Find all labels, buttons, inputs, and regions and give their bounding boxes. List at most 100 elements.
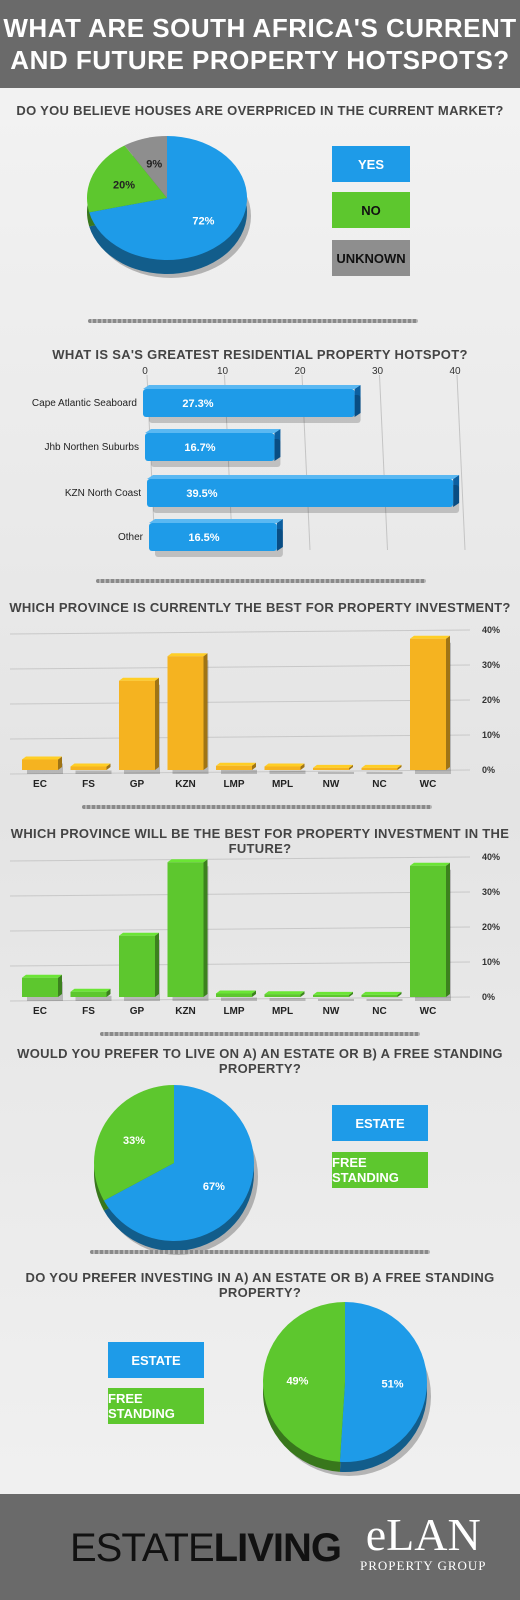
- category-label: KZN: [175, 1006, 196, 1017]
- x-tick-label: 40: [449, 366, 461, 377]
- bar-shadow: [318, 998, 354, 1001]
- bar-side-face: [58, 974, 62, 997]
- bar-shadow: [269, 770, 306, 774]
- chart4-title: WHICH PROVINCE WILL BE THE BEST FOR PROP…: [10, 826, 510, 856]
- bar-side-face: [106, 988, 111, 997]
- category-label: KZN: [175, 779, 196, 790]
- bar-top-face: [216, 990, 256, 994]
- bar-end-face: [354, 385, 361, 417]
- y-tick-label: 10%: [482, 730, 500, 740]
- x-tick-label: 0: [142, 366, 148, 377]
- pie-slice-label: 49%: [286, 1376, 308, 1388]
- bar-top-face: [313, 991, 353, 995]
- bar-nw: [313, 994, 349, 997]
- y-tick-label: 0%: [482, 992, 495, 1002]
- pie-slice-label: 67%: [203, 1181, 225, 1193]
- bar-cape-atlantic-seaboard: [143, 389, 355, 417]
- bar-mpl: [264, 994, 301, 997]
- pie-chart-live-preference: 67% 33%: [94, 1085, 258, 1255]
- category-label: Jhb Northen Suburbs: [44, 442, 139, 453]
- bar-side-face: [397, 991, 402, 997]
- y-tick-label: 40%: [482, 625, 500, 635]
- bar-jhb-northen-suburbs: [145, 433, 275, 461]
- bar-side-face: [252, 762, 256, 770]
- pie-slice-unknown: [124, 136, 167, 198]
- bar-side-face: [155, 932, 159, 997]
- bar-value-label: 39.5%: [186, 488, 217, 500]
- bar-side-face: [446, 862, 450, 997]
- bar-fs: [70, 991, 107, 997]
- bar-side-face: [58, 756, 62, 770]
- legend-no-label: NO: [361, 202, 381, 218]
- category-label: NC: [372, 1006, 386, 1017]
- header-title-line2: AND FUTURE PROPERTY HOTSPOTS?: [10, 45, 510, 75]
- bar-side-face: [397, 764, 402, 770]
- bar-top-face: [313, 764, 353, 768]
- category-label: NW: [323, 779, 340, 790]
- bar-side-face: [203, 653, 208, 770]
- bar-top-face: [167, 653, 208, 657]
- bar-shadow: [221, 997, 257, 1001]
- bar-top-face: [143, 385, 361, 389]
- bar-chart-current-provinces: 0% 10% 20% 30% 40% EC FS GP KZN LMP MPL NW NC WC: [9, 625, 500, 790]
- elan-logo: eLAN PROPERTY GROUP: [360, 1512, 487, 1574]
- infographic-header: WHAT ARE SOUTH AFRICA'S CURRENT AND FUTU…: [0, 0, 520, 88]
- pie-chart-overpriced: 72% 20% 9%: [87, 136, 251, 278]
- footer: ESTATELIVING eLAN PROPERTY GROUP: [0, 1494, 520, 1600]
- category-label: GP: [130, 1006, 145, 1017]
- bar-shadow: [75, 995, 112, 1001]
- divider: [88, 319, 418, 323]
- legend-estate-label: ESTATE: [131, 1352, 181, 1368]
- pie-slice-free-standing: [94, 1085, 174, 1201]
- grid-line: [9, 961, 471, 967]
- y-tick-label: 30%: [482, 660, 500, 670]
- bar-shadow: [75, 770, 112, 774]
- category-label: Cape Atlantic Seaboard: [32, 398, 137, 409]
- category-label: MPL: [272, 779, 293, 790]
- legend-estate-label: ESTATE: [355, 1115, 405, 1131]
- bar-nc: [361, 994, 398, 997]
- bar-fs: [70, 766, 107, 770]
- x-tick-label: 30: [372, 366, 384, 377]
- category-label: LMP: [223, 779, 244, 790]
- legend-unknown-label: UNKNOWN: [336, 250, 406, 266]
- bar-ec: [22, 759, 58, 770]
- y-tick-label: 20%: [482, 695, 500, 705]
- pie-slice-free-standing: [263, 1302, 345, 1462]
- pie-slice-estate: [339, 1302, 428, 1462]
- pie-slice-label: 72%: [192, 215, 214, 227]
- grid-line: [9, 926, 471, 932]
- pie-slice-label: 51%: [382, 1378, 404, 1390]
- pie-slice-no: [87, 145, 167, 213]
- bar-side-face: [349, 764, 353, 770]
- bar-value-label: 16.5%: [188, 532, 219, 544]
- bar-chart-hotspot: 0 10 20 30 40 27.3% Cape Atlantic Seaboard 16.7…: [32, 366, 466, 557]
- category-label: GP: [130, 779, 145, 790]
- category-label: KZN North Coast: [65, 488, 141, 499]
- grid-line: [9, 664, 471, 670]
- grid-line: [379, 374, 388, 551]
- pie-slice-label: 20%: [113, 179, 135, 191]
- y-tick-label: 20%: [482, 922, 500, 932]
- bar-shadow: [318, 771, 354, 774]
- y-tick-label: 0%: [482, 765, 495, 775]
- bar-shadow: [269, 998, 306, 1001]
- bar-top-face: [145, 429, 281, 433]
- bar-side-face: [155, 677, 159, 770]
- category-label: FS: [82, 1006, 95, 1017]
- chart6-title: DO YOU PREFER INVESTING IN A) AN ESTATE …: [25, 1270, 495, 1300]
- bar-gp: [119, 680, 155, 770]
- chart1-title: DO YOU BELIEVE HOUSES ARE OVERPRICED IN …: [16, 103, 504, 118]
- bar-side-face: [106, 763, 111, 770]
- chart5-title: WOULD YOU PREFER TO LIVE ON A) AN ESTATE…: [17, 1046, 503, 1076]
- divider: [100, 1032, 420, 1036]
- y-tick-label: 40%: [482, 852, 500, 862]
- bar-other: [149, 523, 277, 551]
- category-label: NC: [372, 779, 386, 790]
- bar-value-label: 16.7%: [184, 442, 215, 454]
- x-tick-label: 20: [294, 366, 306, 377]
- category-label: Other: [118, 532, 144, 543]
- bar-top-face: [167, 859, 208, 863]
- bar-value-label: 27.3%: [182, 398, 213, 410]
- bar-ec: [22, 977, 58, 997]
